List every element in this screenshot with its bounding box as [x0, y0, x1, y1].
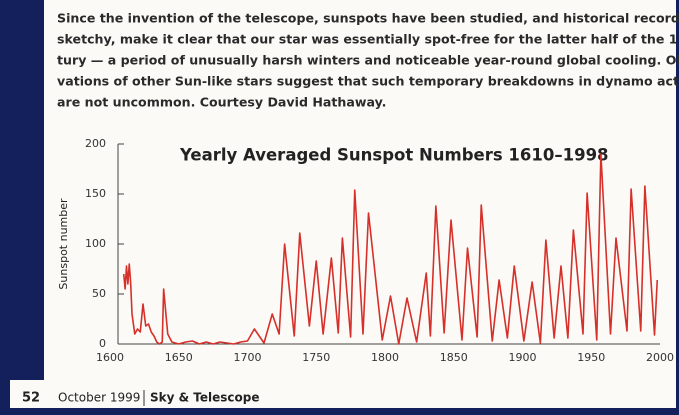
caption-line: sketchy, make it clear that our star was… — [57, 32, 679, 47]
magazine: Sky & Telescope — [150, 391, 259, 405]
chart-title: Yearly Averaged Sunspot Numbers 1610–199… — [179, 146, 609, 165]
x-tick-label: 1750 — [302, 351, 330, 364]
caption: Since the invention of the telescope, su… — [57, 11, 679, 110]
x-tick-label: 1650 — [165, 351, 193, 364]
caption-line: Since the invention of the telescope, su… — [57, 11, 679, 26]
page-number: 52 — [22, 391, 40, 406]
paper — [10, 0, 676, 408]
x-tick-label: 1800 — [371, 351, 399, 364]
caption-line: tury — a period of unusually harsh winte… — [57, 53, 679, 68]
issue: October 1999 — [58, 391, 140, 405]
y-tick-label: 50 — [92, 287, 106, 300]
x-tick-label: 1600 — [96, 351, 124, 364]
x-tick-label: 1950 — [577, 351, 605, 364]
y-tick-label: 0 — [99, 337, 106, 350]
y-axis-label: Sunspot number — [57, 198, 70, 290]
x-tick-label: 1900 — [509, 351, 537, 364]
y-tick-label: 200 — [85, 137, 106, 150]
data-line — [122, 153, 659, 345]
x-tick-label: 2000 — [646, 351, 674, 364]
x-tick-label: 1700 — [234, 351, 262, 364]
y-tick-label: 150 — [85, 187, 106, 200]
caption-line: are not uncommon. Courtesy David Hathawa… — [57, 95, 386, 110]
caption-line: vations of other Sun-like stars suggest … — [57, 74, 679, 89]
y-tick-label: 100 — [85, 237, 106, 250]
x-tick-label: 1850 — [440, 351, 468, 364]
